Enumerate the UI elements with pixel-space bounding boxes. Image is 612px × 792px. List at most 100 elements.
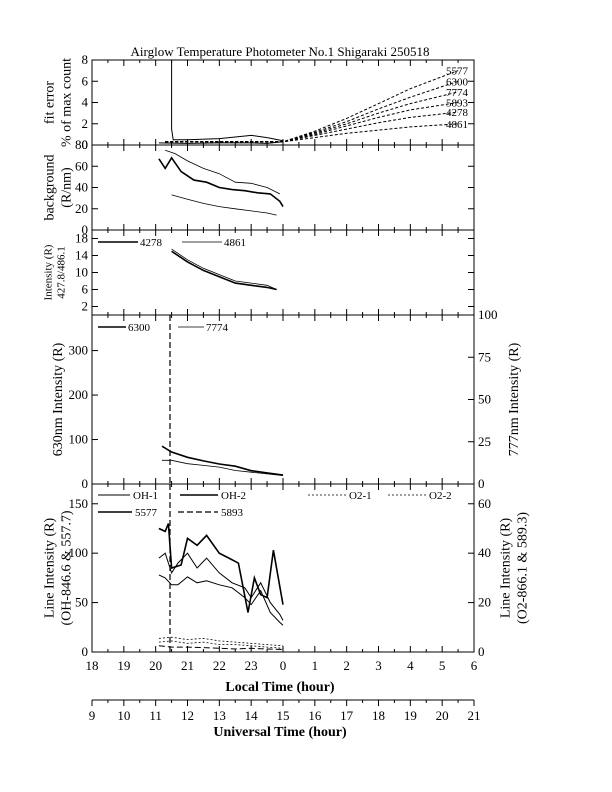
series-line-background-1	[165, 149, 280, 195]
y-axis-label: 630nm Intensity (R)	[51, 342, 66, 456]
y-tick-label: 2	[82, 116, 89, 131]
local-time-tick-label: 4	[407, 658, 414, 673]
y-tick-label: 6	[82, 282, 89, 297]
ut-tick-label: 21	[468, 708, 481, 723]
local-time-tick-label: 5	[439, 658, 446, 673]
series-line-6300	[165, 80, 459, 143]
local-time-tick-label: 18	[86, 658, 99, 673]
y-tick-label: 2	[82, 299, 89, 314]
local-time-tick-label: 22	[213, 658, 226, 673]
series-label: 5893	[446, 98, 469, 110]
y-tick-label: 200	[69, 387, 89, 402]
y-axis-label: 427.8/486.1	[56, 246, 68, 299]
legend-label: 5577	[135, 507, 158, 519]
legend-label: 5893	[221, 507, 244, 519]
series-label: 5577	[446, 66, 469, 78]
y-tick-label: 100	[69, 432, 89, 447]
ut-tick-label: 17	[340, 708, 354, 723]
y-axis-label-right: Line Intensity (R)	[499, 518, 514, 619]
y-tick-label: 150	[69, 496, 89, 511]
y-right-tick-label: 25	[478, 434, 491, 449]
y-tick-label: 50	[75, 595, 88, 610]
panel-fit_error: 0 2 4 6 8 fit error% of max count 557763007774…	[43, 52, 475, 152]
series-line-5893	[165, 102, 459, 143]
y-right-tick-label: 60	[478, 496, 491, 511]
y-axis-label-right: (O2-866.1 & 589.3)	[516, 512, 531, 624]
legend-label: 4278	[140, 237, 163, 249]
ut-tick-label: 14	[245, 708, 259, 723]
series-line-7774	[162, 459, 284, 476]
panel-frame	[91, 314, 475, 485]
ut-tick-label: 18	[372, 708, 385, 723]
series-line-background-0	[158, 156, 284, 208]
y-axis-label: % of max count	[60, 58, 75, 147]
series-label: 6300	[446, 76, 469, 88]
panel-frame	[91, 144, 475, 231]
series-line-4861	[171, 248, 277, 290]
series-line-fit_error-7	[158, 141, 284, 144]
y-right-tick-label: 75	[478, 349, 491, 364]
series-line-5577	[158, 523, 284, 613]
y-tick-label: 8	[82, 52, 89, 67]
legend-label: OH-1	[133, 490, 158, 502]
ut-tick-label: 16	[308, 708, 322, 723]
series-label: 4861	[446, 119, 468, 131]
ut-tick-label: 19	[404, 708, 417, 723]
y-tick-label: 80	[75, 137, 88, 152]
legend-label: 7774	[206, 322, 229, 334]
local-time-tick-label: 3	[375, 658, 382, 673]
local-time-tick-label: 19	[117, 658, 130, 673]
series-line-4861	[165, 123, 459, 143]
y-axis-label: (R/nm)	[60, 167, 75, 208]
local-time-tick-label: 1	[312, 658, 319, 673]
y-axis-label: fit error	[43, 81, 58, 124]
series-line-background-2	[171, 194, 277, 216]
ut-tick-label: 13	[213, 708, 226, 723]
universal-time-axis-label: Universal Time (hour)	[213, 725, 347, 740]
local-time-tick-label: 21	[181, 658, 194, 673]
ut-tick-label: 9	[89, 708, 96, 723]
series-line-5893	[158, 645, 284, 650]
y-right-tick-label: 20	[478, 595, 491, 610]
series-line-O2-1	[158, 636, 284, 647]
series-line-6300	[161, 445, 284, 476]
y-axis-label: Intensity (R)	[43, 244, 55, 300]
local-time-tick-label: 23	[245, 658, 258, 673]
local-time-tick-label: 0	[280, 658, 287, 673]
y-tick-label: 60	[75, 158, 88, 173]
ut-tick-label: 20	[436, 708, 449, 723]
y-axis-label: (OH-846.6 & 557.7)	[60, 510, 75, 625]
y-tick-label: 20	[75, 201, 88, 216]
local-time-axis-label: Local Time (hour)	[225, 680, 334, 695]
series-line-OH-1	[158, 574, 284, 626]
local-time-tick-label: 2	[343, 658, 350, 673]
ut-tick-label: 12	[181, 708, 194, 723]
y-tick-label: 0	[82, 644, 89, 659]
y-axis-label: background	[43, 154, 58, 220]
y-tick-label: 14	[75, 248, 89, 263]
local-time-tick-label: 6	[471, 658, 478, 673]
legend-label: 4861	[224, 237, 246, 249]
y-tick-label: 0	[82, 137, 89, 152]
ut-tick-label: 10	[117, 708, 130, 723]
series-line-4278	[171, 250, 277, 291]
series-line-OH-2	[158, 552, 284, 621]
y-tick-label: 10	[75, 265, 88, 280]
legend-label: O2-1	[349, 490, 372, 502]
y-right-tick-label: 100	[478, 307, 498, 322]
y-right-tick-label: 50	[478, 392, 491, 407]
y-tick-label: 0	[82, 222, 89, 237]
series-line-O2-2	[158, 640, 284, 649]
y-axis-label: Line Intensity (R)	[43, 518, 58, 619]
y-right-tick-label: 40	[478, 545, 491, 560]
y-tick-label: 18	[75, 231, 88, 246]
legend-label: O2-2	[429, 490, 452, 502]
local-time-tick-label: 20	[149, 658, 162, 673]
series-label: 7774	[446, 87, 469, 99]
legend-label: 6300	[128, 322, 151, 334]
y-axis-label-right: 777nm Intensity (R)	[507, 342, 522, 456]
series-label: 4278	[446, 107, 469, 119]
y-tick-label: 0	[82, 476, 89, 491]
